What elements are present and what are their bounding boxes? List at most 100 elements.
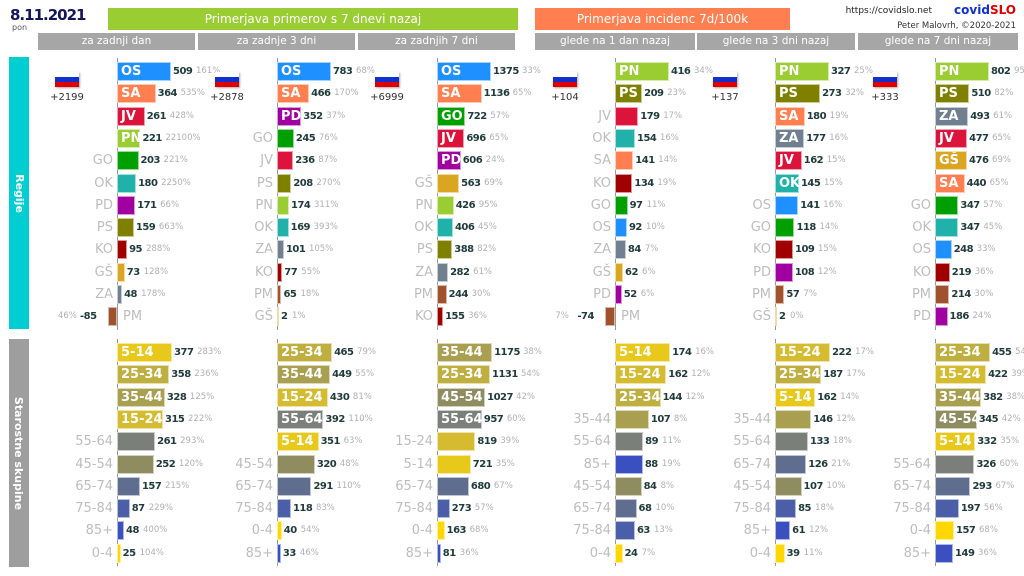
ages-bar	[277, 432, 319, 452]
regions-bar-label: PS	[939, 86, 958, 102]
regions-percent: 30%	[471, 289, 491, 299]
ages-bar	[117, 343, 173, 362]
regions-bar	[117, 151, 139, 171]
ages-percent: 60%	[999, 458, 1019, 469]
regions-value: 141	[800, 199, 820, 211]
regions-axis-label: PM	[911, 287, 931, 302]
ages-value: 293	[972, 480, 992, 492]
regions-percent: 69%	[484, 177, 504, 188]
ages-axis-label: 75-84	[733, 501, 771, 517]
ages-percent: 36%	[978, 547, 997, 558]
regions-percent: 23%	[667, 88, 687, 99]
ages-bar	[775, 343, 831, 362]
regions-percent: 7%	[555, 311, 569, 322]
ages-axis-label: 75-84	[75, 501, 113, 517]
ages-axis-label: 65-74	[733, 456, 771, 472]
regions-value: 177	[806, 132, 826, 144]
regions-bar	[935, 218, 959, 238]
regions-percent: 428%	[169, 110, 194, 121]
regions-axis-label: GŠ	[414, 175, 433, 191]
column-header: za zadnje 3 dni	[198, 33, 355, 50]
regions-percent: 15%	[818, 244, 837, 255]
ages-bar-label: 5-14	[939, 434, 972, 450]
ages-bar-label: 55-64	[281, 411, 323, 427]
ages-bar-label: 25-34	[619, 389, 661, 405]
ages-percent: 54%	[300, 525, 320, 536]
regions-bar-label: SA	[441, 86, 461, 102]
regions-bar	[437, 195, 454, 215]
ages-bar-label: 55-64	[441, 411, 483, 427]
cases-comparison-header: Primerjava primerov s 7 dnevi nazaj	[108, 8, 518, 30]
ages-bar	[775, 409, 812, 429]
axis-line	[775, 339, 776, 566]
ages-bar-label: 25-34	[441, 367, 483, 383]
regions-value: 696	[466, 132, 486, 144]
ages-axis-label: 85+	[903, 545, 931, 561]
regions-value: 236	[295, 155, 315, 167]
regions-side-label: Regije	[9, 57, 29, 329]
regions-bar-label: OS	[121, 64, 142, 79]
regions-bar	[775, 195, 799, 215]
ages-value: 81	[442, 547, 456, 559]
regions-bar-label: PS	[779, 86, 798, 102]
regions-bar	[935, 62, 989, 81]
regions-bar-label: PN	[121, 130, 142, 146]
site-url[interactable]: https://covidslo.net	[845, 6, 932, 16]
regions-bar-label: OK	[779, 175, 801, 191]
regions-bar-label: PN	[779, 64, 800, 79]
ages-axis-label: 0-4	[411, 523, 433, 539]
ages-value: 449	[332, 369, 352, 381]
regions-bar	[615, 84, 643, 104]
ages-percent: 16%	[695, 347, 714, 357]
ages-bar	[775, 499, 797, 519]
regions-percent: 15%	[826, 155, 846, 166]
regions-value: 109	[795, 244, 815, 256]
regions-bar-label: JV	[779, 153, 794, 169]
ages-value: 377	[174, 347, 194, 358]
regions-percent: 25%	[854, 66, 873, 76]
regions-axis-label: KO	[414, 309, 433, 325]
brand-logo: covidSLO	[954, 3, 1016, 17]
regions-percent: 393%	[313, 222, 338, 233]
column-header: glede na 1 dan nazaj	[535, 33, 695, 50]
axis-line	[935, 339, 936, 566]
ages-value: 422	[988, 369, 1008, 381]
ages-bar	[615, 454, 643, 474]
regions-bar	[935, 262, 950, 282]
regions-bar	[277, 262, 283, 282]
ages-value: 1175	[494, 347, 520, 358]
ages-percent: 125%	[189, 391, 215, 402]
ages-value: 61	[792, 525, 806, 537]
regions-bar	[935, 84, 970, 104]
ages-value: 252	[155, 458, 176, 470]
regions-bar	[775, 84, 821, 104]
ages-bar-label: 45-54	[939, 411, 981, 427]
ages-bar	[437, 476, 469, 496]
regions-percent: 24%	[485, 155, 505, 166]
axis-line	[437, 58, 438, 330]
regions-percent: 18%	[300, 289, 320, 299]
regions-value: 155	[445, 311, 465, 323]
regions-percent: 68%	[356, 66, 375, 76]
ages-axis-label: 45-54	[235, 456, 273, 472]
ages-percent: 17%	[855, 347, 874, 357]
ages-bar-label: 15-24	[779, 345, 821, 360]
ages-percent: 7%	[641, 547, 656, 558]
ages-percent: 39%	[500, 436, 520, 447]
ages-percent: 38%	[1006, 391, 1024, 402]
regions-value: 118	[796, 222, 816, 234]
regions-value: 97	[629, 199, 643, 211]
regions-bar	[775, 285, 785, 304]
ages-axis-label: 55-64	[573, 434, 611, 450]
ages-percent: 17%	[846, 369, 866, 380]
regions-bar	[615, 262, 624, 282]
regions-bar	[605, 307, 615, 327]
ages-value: 68	[638, 503, 652, 515]
regions-bar	[437, 84, 482, 104]
regions-percent: 6%	[642, 266, 656, 277]
regions-value: 466	[311, 88, 331, 100]
ages-bar	[117, 365, 170, 385]
regions-value: 101	[285, 244, 306, 256]
ages-bar	[615, 365, 667, 385]
ages-percent: 13%	[653, 525, 673, 536]
